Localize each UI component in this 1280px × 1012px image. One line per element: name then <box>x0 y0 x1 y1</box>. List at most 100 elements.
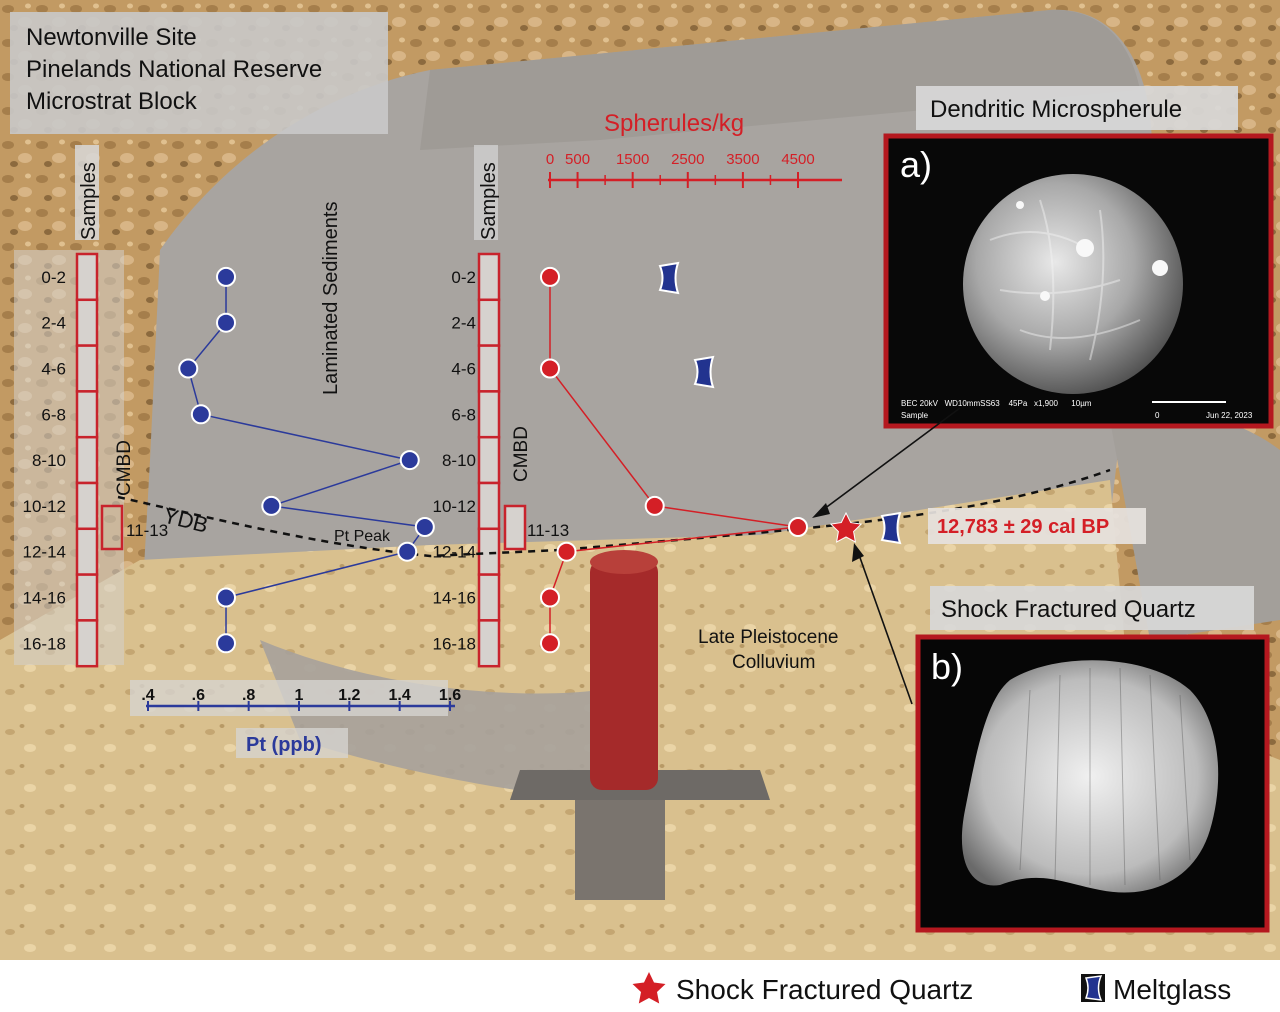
left-sample-boxes: 0-2 2-4 4-6 6-8 8-10 10-12 12-14 14-16 16-18 <box>23 252 99 668</box>
spherules-tick-label: 1500 <box>616 151 649 168</box>
sample-box <box>75 573 99 622</box>
panel-a-title: Dendritic Microspherule <box>930 96 1182 123</box>
spherules-axis-ticks: 0 500 1500 2500 3500 4500 <box>546 151 815 188</box>
sem-date: Jun 22, 2023 <box>1206 411 1253 420</box>
sample-box <box>477 344 501 393</box>
sample-label: 12-14 <box>23 543 66 562</box>
sample-box <box>477 298 501 347</box>
pt-tick-label: 1.4 <box>389 687 411 704</box>
cmbd-sample-box-middle <box>503 504 527 551</box>
meltglass-markers <box>658 261 902 545</box>
pt-tick-label: .8 <box>242 687 255 704</box>
pt-data-point <box>178 358 199 379</box>
spherules-tick-label: 2500 <box>671 151 704 168</box>
cmbd-label-middle: CMBD <box>511 426 532 482</box>
sample-label: 2-4 <box>451 314 476 333</box>
site-name: Newtonville Site <box>26 24 197 51</box>
pt-tick-label: .6 <box>192 687 205 704</box>
panel-a: Dendritic Microspherule a) BEC 20kV WD10… <box>883 86 1274 429</box>
reserve-name: Pinelands National Reserve <box>26 56 322 83</box>
cmbd-label-left: CMBD <box>114 440 135 496</box>
panel-a-letter: a) <box>900 144 932 185</box>
sample-label: 8-10 <box>32 451 66 470</box>
sample-column-middle: Samples 0-2 2-4 4-6 6-8 8-10 10-12 12-14 14-16 1… <box>433 145 569 668</box>
pt-data-point <box>216 587 237 608</box>
spherules-data-point <box>540 266 560 287</box>
sample-label: 6-8 <box>41 405 66 424</box>
microspherule-texture <box>989 199 1141 361</box>
sample-label: 0-2 <box>41 268 66 287</box>
ydb-boundary-line <box>117 468 1111 558</box>
spherules-tick-label: 500 <box>565 151 590 168</box>
sample-box <box>75 527 99 576</box>
legend-meltglass-label: Meltglass <box>1113 974 1231 1005</box>
panel-b-title: Shock Fractured Quartz <box>941 596 1196 623</box>
spherules-data-point <box>644 495 665 516</box>
colluvium-label: Colluvium <box>732 652 815 673</box>
sample-label: 6-8 <box>451 405 476 424</box>
pt-series-points <box>178 266 435 654</box>
sample-label: 14-16 <box>23 589 66 608</box>
pt-axis-ticks: .4 .6 .8 1 1.2 1.4 1.6 <box>141 687 461 711</box>
legend-meltglass-icon <box>1081 974 1105 1002</box>
sem-sample-label: Sample <box>901 411 929 420</box>
pt-tick-label: 1.2 <box>338 687 360 704</box>
laminated-sediments-label: Laminated Sediments <box>320 202 342 395</box>
sample-box <box>75 252 99 302</box>
legend-quartz-label: Shock Fractured Quartz <box>676 974 973 1005</box>
sample-label: 2-4 <box>41 314 66 333</box>
pt-data-point <box>397 541 418 562</box>
sample-box <box>75 298 99 347</box>
spherules-data-point <box>556 541 577 562</box>
spherules-data-point <box>540 587 560 608</box>
sample-label: 12-14 <box>433 543 476 562</box>
pt-peak-label: Pt Peak <box>334 528 391 545</box>
legend-svg: Shock Fractured Quartz Meltglass <box>632 972 1231 1005</box>
figure: Newtonville Site Pinelands National Rese… <box>0 0 1280 960</box>
site-title-box: Newtonville Site Pinelands National Rese… <box>10 12 388 134</box>
pt-data-point <box>190 404 211 425</box>
pt-tick-label: 1 <box>295 687 304 704</box>
sample-label: 4-6 <box>451 360 476 379</box>
sample-box <box>75 390 99 439</box>
panel-b-letter: b) <box>931 646 963 687</box>
block-name: Microstrat Block <box>26 88 198 115</box>
pt-data-point <box>399 450 420 471</box>
panel-b: Shock Fractured Quartz b) <box>915 586 1270 933</box>
pt-data-point <box>261 495 282 516</box>
meltglass-marker <box>658 261 680 295</box>
legend-bar: Shock Fractured Quartz Meltglass <box>0 960 1280 1007</box>
date-box: 12,783 ± 29 cal BP <box>928 508 1146 544</box>
pt-data-point <box>216 266 237 287</box>
pt-axis-title: Pt (ppb) <box>246 734 322 756</box>
late-pleistocene-label: Late Pleistocene <box>698 627 839 648</box>
sample-label: 16-18 <box>433 634 476 653</box>
shock-quartz-star-icon <box>829 511 863 543</box>
spherules-data-point <box>788 517 808 537</box>
sample-box <box>477 252 501 302</box>
sample-label: 0-2 <box>451 268 476 287</box>
sample-label: 4-6 <box>41 360 66 379</box>
pt-series-line <box>187 276 427 644</box>
sample-label: 16-18 <box>23 634 66 653</box>
legend-star-icon <box>632 972 666 1004</box>
microspherule-blob <box>1040 291 1050 301</box>
meltglass-marker <box>693 355 715 389</box>
sample-box <box>75 619 99 668</box>
quartz-fracture-lines <box>1019 667 1191 886</box>
trowel-photo <box>510 550 770 900</box>
meltglass-marker <box>880 511 902 545</box>
pt-data-point <box>216 633 237 654</box>
quartz-grain-image <box>961 660 1219 893</box>
spherules-tick-label: 4500 <box>781 151 814 168</box>
sample-box <box>75 344 99 393</box>
sample-box <box>75 435 99 485</box>
sample-label: 10-12 <box>23 497 66 516</box>
microspherule-blob <box>1076 239 1094 257</box>
sample-column-left: Samples 0-2 2-4 4-6 6-8 8-10 10-12 12-14 14-16 1… <box>14 145 168 668</box>
samples-label-left: Samples <box>78 162 100 240</box>
figure-svg: Newtonville Site Pinelands National Rese… <box>0 0 1280 960</box>
sample-label: 14-16 <box>433 589 476 608</box>
spherules-series-points <box>540 266 808 654</box>
grey-rock-right <box>1110 411 1280 640</box>
